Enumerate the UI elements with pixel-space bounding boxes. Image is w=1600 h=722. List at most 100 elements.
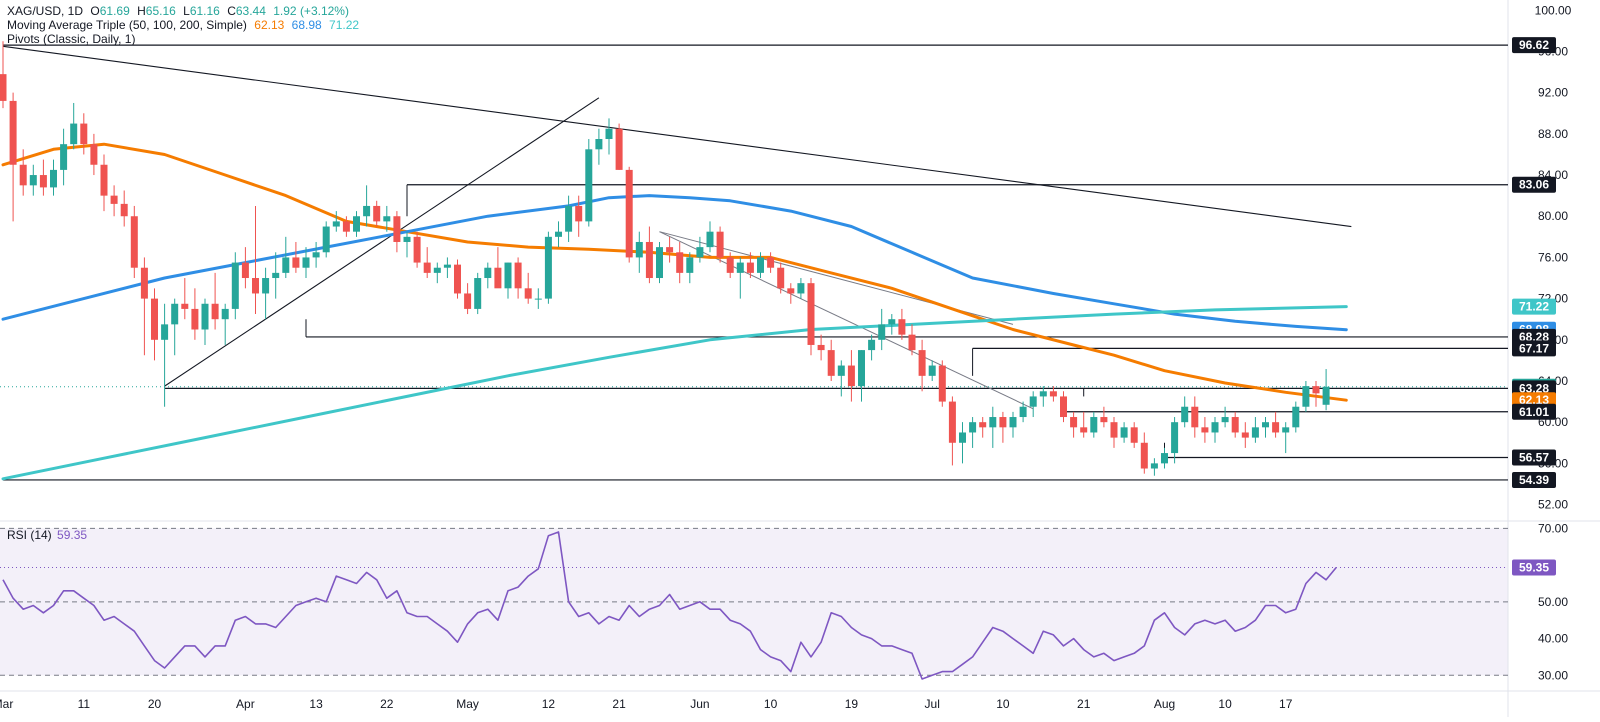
time-axis-tick-label: 21	[1077, 697, 1091, 711]
symbol-label[interactable]: XAG/USD, 1D	[7, 4, 84, 18]
price-label-text: 62.13	[1519, 393, 1549, 407]
candle-body	[625, 169, 633, 258]
candle-body	[847, 365, 855, 387]
candle-body	[544, 236, 552, 299]
candle-body	[1292, 406, 1300, 428]
candle-body	[1009, 417, 1017, 428]
time-axis-tick-label: 12	[542, 697, 556, 711]
candle-body	[363, 205, 371, 217]
candle-body	[60, 144, 68, 170]
candle-body	[282, 257, 290, 273]
candle-body	[110, 195, 118, 204]
candle-body	[888, 319, 896, 325]
candle-body	[474, 278, 482, 309]
candle-body	[433, 267, 441, 273]
candle-body	[1221, 417, 1229, 423]
candle-body	[1282, 427, 1290, 433]
candle-body	[140, 267, 148, 299]
candle-body	[50, 169, 57, 188]
candle-body	[151, 298, 158, 340]
candle-body	[0, 74, 7, 101]
candle-body	[656, 247, 663, 279]
price-label-box	[1512, 37, 1556, 54]
rsi-axis-tick-label: 70.00	[1538, 521, 1568, 535]
legend-ma-row: Moving Average Triple (50, 100, 200, Sim…	[7, 18, 359, 32]
candle-body	[413, 236, 421, 263]
price-label-box	[1512, 340, 1556, 357]
price-label-box	[1512, 176, 1556, 193]
time-axis-tick-label: Jun	[690, 697, 709, 711]
candle-body	[231, 262, 239, 309]
candle-body	[443, 264, 451, 268]
time-axis-tick-label: 22	[380, 697, 394, 711]
candle-body	[595, 139, 603, 150]
candle-body	[423, 262, 431, 273]
ohlc-open: O61.69	[90, 4, 130, 18]
candle-body	[746, 262, 754, 273]
candle-body	[191, 308, 199, 330]
candle-body	[504, 262, 512, 289]
candle-body	[767, 257, 775, 268]
candle-body	[827, 350, 835, 376]
candle-body	[1231, 417, 1239, 433]
candle-body	[797, 283, 805, 294]
candle-body	[898, 319, 906, 335]
trendline	[164, 97, 600, 387]
candle-body	[635, 241, 643, 258]
time-axis-tick-label: May	[456, 697, 479, 711]
candle-body	[585, 149, 593, 222]
price-label-box	[1512, 403, 1556, 420]
rsi-indicator-label[interactable]: RSI (14)	[7, 528, 52, 542]
candle-body	[130, 216, 138, 268]
rsi-value-box	[1512, 559, 1556, 576]
candle-body	[1049, 391, 1057, 397]
candle-body	[726, 257, 734, 273]
candle-body	[1090, 417, 1098, 433]
candle-body	[262, 278, 270, 294]
price-label-text: 54.39	[1519, 473, 1549, 487]
ma-indicator-label[interactable]: Moving Average Triple (50, 100, 200, Sim…	[7, 18, 247, 32]
candle-body	[969, 422, 977, 433]
price-label-text: 56.57	[1519, 450, 1549, 464]
time-axis-tick-label: 10	[996, 697, 1010, 711]
candle-body	[787, 288, 795, 294]
ma50-value: 62.13	[254, 18, 285, 32]
time-axis-tick-label: 11	[78, 697, 91, 711]
price-label-text: 71.22	[1519, 300, 1549, 314]
candle-body	[868, 339, 876, 351]
price-label-text: 63.28	[1519, 381, 1549, 395]
candle-body	[858, 350, 865, 387]
candle-body	[696, 247, 704, 258]
candle-body	[252, 278, 259, 294]
price-axis-tick-label: 92.00	[1538, 86, 1568, 100]
candle-body	[716, 231, 724, 258]
legend-pivots-row: Pivots (Classic, Daily, 1)	[7, 32, 359, 46]
ma100-value: 68.98	[291, 18, 322, 32]
candle-body	[1161, 453, 1168, 464]
candle-body	[565, 205, 573, 232]
trendline	[659, 231, 1034, 410]
candle-body	[1060, 396, 1067, 418]
candle-body	[100, 164, 108, 196]
candle-body	[383, 216, 391, 222]
time-axis-tick-label: 10	[764, 697, 778, 711]
candle-body	[938, 365, 946, 402]
candle-body	[201, 303, 209, 330]
price-axis-tick-label: 100.00	[1535, 3, 1572, 17]
time-axis-tick-label: 20	[148, 697, 162, 711]
change-value: 1.92 (+3.12%)	[273, 4, 349, 18]
rsi-legend: RSI (14) 59.35	[7, 528, 87, 542]
candle-body	[353, 216, 360, 232]
candle-body	[979, 422, 987, 428]
candle-body	[1181, 406, 1189, 423]
candle-body	[373, 205, 381, 222]
rsi-axis-tick-label: 50.00	[1538, 595, 1568, 609]
candle-body	[393, 216, 401, 242]
candle-body	[908, 334, 916, 351]
pivots-indicator-label[interactable]: Pivots (Classic, Daily, 1)	[7, 32, 136, 46]
candle-body	[615, 128, 623, 170]
candle-body	[332, 221, 340, 227]
time-axis-tick-label: Mar	[0, 697, 13, 711]
